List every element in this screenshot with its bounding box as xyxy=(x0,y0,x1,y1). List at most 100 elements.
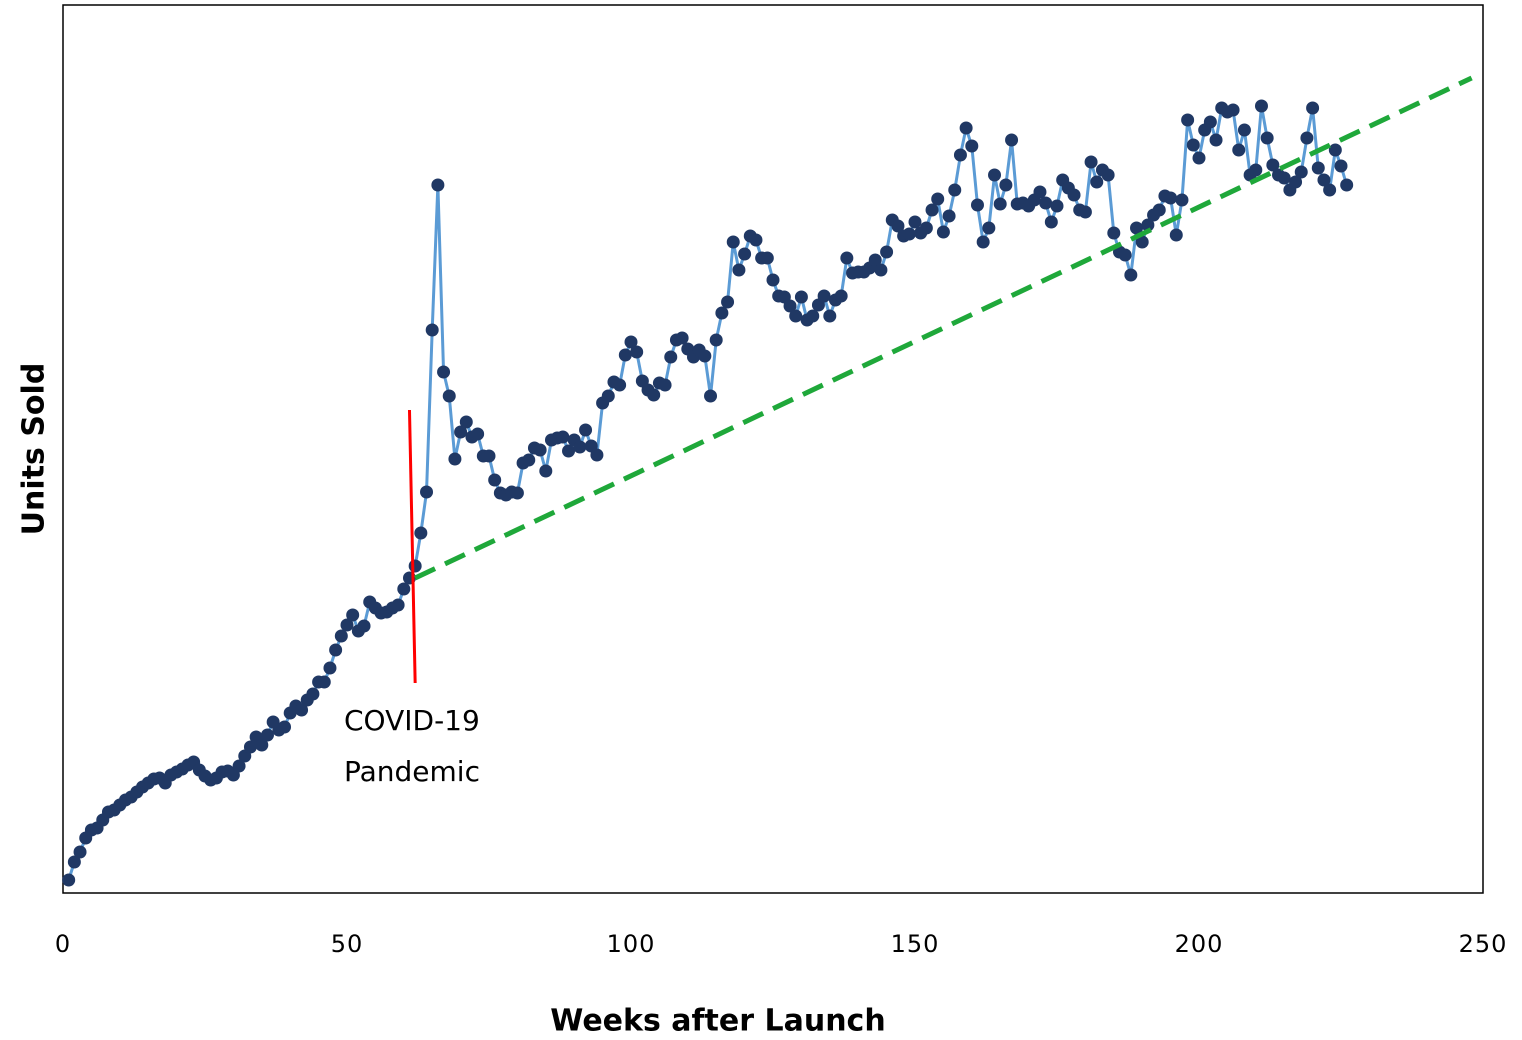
data-point xyxy=(1192,151,1206,165)
data-point xyxy=(630,345,644,359)
data-point xyxy=(1050,199,1064,213)
data-point xyxy=(618,348,632,362)
data-point xyxy=(397,582,411,596)
data-point xyxy=(709,333,723,347)
data-point xyxy=(62,873,76,887)
data-point xyxy=(431,178,445,192)
data-point xyxy=(880,245,894,259)
data-point xyxy=(340,618,354,632)
data-point xyxy=(1164,191,1178,205)
data-point xyxy=(834,289,848,303)
data-point xyxy=(1044,215,1058,229)
data-point xyxy=(931,192,945,206)
data-point xyxy=(1135,235,1149,249)
data-point xyxy=(658,378,672,392)
data-point xyxy=(1152,203,1166,217)
data-point xyxy=(317,675,331,689)
data-point xyxy=(1084,155,1098,169)
event-label: COVID-19 xyxy=(344,704,480,737)
data-point xyxy=(306,687,320,701)
data-point xyxy=(1107,226,1121,240)
data-point xyxy=(908,215,922,229)
data-point xyxy=(1289,175,1303,189)
data-point xyxy=(260,728,274,742)
data-point xyxy=(1090,175,1104,189)
data-point xyxy=(942,209,956,223)
data-point xyxy=(760,251,774,265)
data-point xyxy=(601,389,615,403)
data-point xyxy=(510,486,524,500)
data-point xyxy=(1277,171,1291,185)
data-point xyxy=(749,233,763,247)
y-axis-title: Units Sold xyxy=(17,363,52,536)
data-point xyxy=(329,643,343,657)
data-point xyxy=(721,295,735,309)
data-point xyxy=(817,289,831,303)
data-point xyxy=(1203,115,1217,129)
data-point xyxy=(1226,103,1240,117)
data-point xyxy=(982,221,996,235)
data-point xyxy=(789,309,803,323)
data-point xyxy=(970,198,984,212)
data-point xyxy=(448,452,462,466)
data-point xyxy=(1328,143,1342,157)
data-point xyxy=(323,661,337,675)
data-point xyxy=(988,168,1002,182)
data-point xyxy=(715,306,729,320)
data-point xyxy=(522,453,536,467)
data-point xyxy=(965,139,979,153)
data-point xyxy=(647,388,661,402)
data-point xyxy=(732,263,746,277)
data-point xyxy=(1294,165,1308,179)
x-axis-title: Weeks after Launch xyxy=(550,1004,885,1039)
data-point xyxy=(704,389,718,403)
data-point xyxy=(1317,173,1331,187)
data-point xyxy=(1323,183,1337,197)
data-point xyxy=(1175,193,1189,207)
data-point xyxy=(959,121,973,135)
data-point xyxy=(1078,205,1092,219)
data-point xyxy=(1266,158,1280,172)
data-point xyxy=(1101,168,1115,182)
data-point xyxy=(1186,138,1200,152)
data-point xyxy=(67,855,81,869)
data-point xyxy=(953,148,967,162)
data-point xyxy=(334,629,348,643)
data-point xyxy=(1067,188,1081,202)
event-line xyxy=(407,409,417,684)
data-point xyxy=(868,253,882,267)
data-point xyxy=(357,619,371,633)
data-point xyxy=(454,425,468,439)
x-tick-label: 250 xyxy=(1459,930,1508,958)
data-point xyxy=(1118,248,1132,262)
data-point xyxy=(948,183,962,197)
data-point xyxy=(993,197,1007,211)
data-point xyxy=(1260,131,1274,145)
data-point xyxy=(999,178,1013,192)
data-point xyxy=(255,738,269,752)
data-point xyxy=(925,203,939,217)
data-point xyxy=(1005,133,1019,147)
data-point xyxy=(1237,123,1251,137)
data-point xyxy=(1124,268,1138,282)
data-point xyxy=(874,263,888,277)
data-point xyxy=(794,290,808,304)
data-point xyxy=(1209,133,1223,147)
data-point xyxy=(766,273,780,287)
data-point xyxy=(783,299,797,313)
data-point xyxy=(278,720,292,734)
data-point xyxy=(1141,218,1155,232)
data-point xyxy=(425,323,439,337)
data-point xyxy=(1334,159,1348,173)
data-point xyxy=(488,473,502,487)
data-point xyxy=(1311,161,1325,175)
data-point xyxy=(891,219,905,233)
data-point xyxy=(726,235,740,249)
data-point xyxy=(738,247,752,261)
data-point xyxy=(664,350,678,364)
data-point xyxy=(1340,178,1354,192)
data-point xyxy=(613,378,627,392)
data-point xyxy=(698,349,712,363)
data-point xyxy=(420,485,434,499)
data-point xyxy=(414,526,428,540)
